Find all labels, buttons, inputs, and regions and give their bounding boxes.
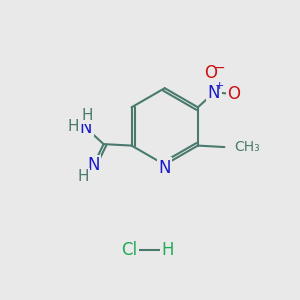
Text: O: O [205, 64, 218, 82]
Text: H: H [82, 108, 93, 123]
Text: +: + [215, 81, 225, 91]
Text: CH₃: CH₃ [235, 140, 260, 154]
Text: N: N [208, 84, 220, 102]
Text: H: H [77, 169, 89, 184]
Text: −: − [214, 61, 225, 75]
Text: N: N [80, 119, 92, 137]
Text: H: H [68, 119, 79, 134]
Text: H: H [161, 241, 174, 259]
Text: O: O [228, 85, 241, 103]
Text: Cl: Cl [121, 241, 137, 259]
Text: N: N [87, 156, 100, 174]
Text: N: N [158, 159, 171, 177]
